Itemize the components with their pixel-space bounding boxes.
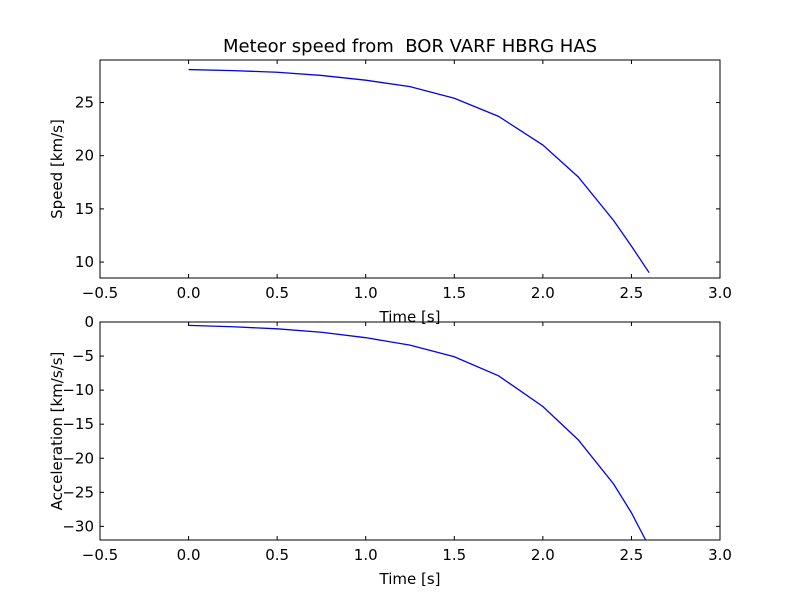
acceleration-subplot: −0.5 0.0 0.5 1.0 1.5 2.0 2.5 3.0 0 −5 −10 −15 −20 −25…	[48, 313, 732, 588]
accel-series-line	[188, 324, 647, 541]
accel-x-tick-label: 1.5	[442, 546, 466, 564]
speed-x-tick-label: 2.5	[619, 284, 643, 302]
accel-x-tick-label: 2.0	[531, 546, 555, 564]
speed-x-tick-label: 1.0	[354, 284, 378, 302]
accel-y-tick-label: −5	[72, 347, 94, 365]
speed-y-tick-label: 10	[75, 253, 94, 271]
accel-x-tick-label: 1.0	[354, 546, 378, 564]
accel-x-tick-label: 3.0	[708, 546, 732, 564]
speed-x-tick-label: 0.5	[265, 284, 289, 302]
accel-y-tick-label: −25	[62, 483, 94, 501]
accel-x-tick-label: 2.5	[619, 546, 643, 564]
speed-y-tick-label: 25	[75, 94, 94, 112]
speed-x-tick-label: 2.0	[531, 284, 555, 302]
accel-x-tick-label: 0.5	[265, 546, 289, 564]
speed-y-axis-label: Speed [km/s]	[48, 119, 66, 219]
accel-x-tick-label: 0.0	[177, 546, 201, 564]
speed-y-tick-label: 15	[75, 200, 94, 218]
speed-x-tick-label: −0.5	[82, 284, 118, 302]
accel-y-axis-label: Acceleration [km/s/s]	[48, 352, 66, 511]
accel-y-tick-label: −15	[62, 415, 94, 433]
speed-axes-frame	[99, 59, 721, 279]
speed-x-axis-label: Time [s]	[379, 308, 441, 326]
speed-x-tick-label: 0.0	[177, 284, 201, 302]
accel-x-tick-label: −0.5	[82, 546, 118, 564]
accel-axes-frame	[99, 321, 721, 541]
accel-y-tick-label: −10	[62, 381, 94, 399]
accel-y-tick-label: −30	[62, 517, 94, 535]
speed-series-line	[188, 68, 650, 274]
speed-subplot: −0.5 0.0 0.5 1.0 1.5 2.0 2.5 3.0 10 15 20 25 Time [s…	[48, 36, 732, 326]
accel-y-tick-label: 0	[84, 313, 94, 331]
speed-chart-title: Meteor speed from BOR VARF HBRG HAS	[223, 36, 597, 57]
speed-x-tick-label: 3.0	[708, 284, 732, 302]
accel-x-axis-label: Time [s]	[379, 570, 441, 588]
accel-y-tick-label: −20	[62, 449, 94, 467]
speed-x-tick-label: 1.5	[442, 284, 466, 302]
speed-y-tick-label: 20	[75, 147, 94, 165]
